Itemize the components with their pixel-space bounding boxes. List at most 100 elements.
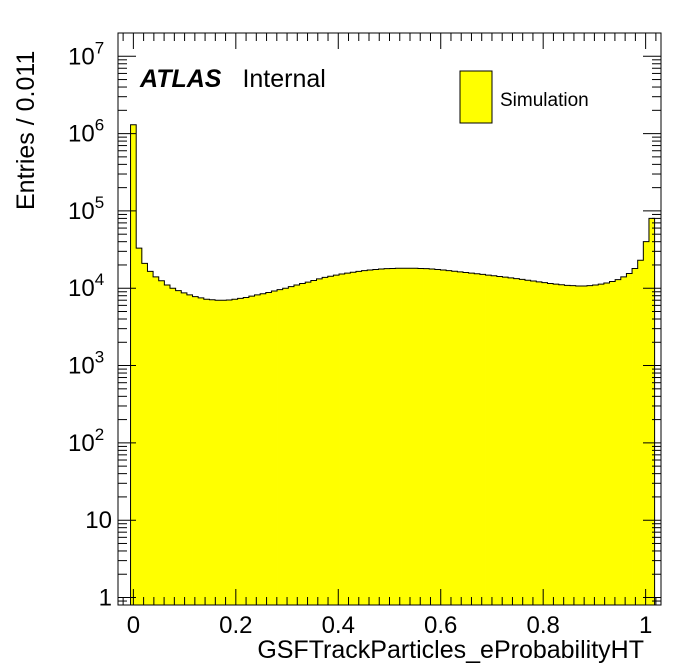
histogram-bar	[350, 272, 357, 605]
histogram-bar	[327, 276, 334, 605]
histogram-bar	[169, 288, 177, 605]
histogram-bar	[181, 292, 188, 605]
histogram-bar	[508, 277, 515, 605]
histogram-bar	[648, 218, 655, 605]
histogram-bar	[316, 278, 323, 605]
histogram-bar	[355, 271, 362, 605]
histogram-bar	[519, 279, 526, 605]
histogram-bar	[237, 298, 244, 605]
histogram-bar	[491, 275, 498, 605]
y-tick-exponent: 5	[95, 193, 104, 212]
histogram-bar	[153, 276, 160, 605]
histogram-bar	[333, 275, 340, 605]
histogram-bar	[575, 285, 582, 605]
histogram-bar	[288, 286, 295, 605]
histogram-bar	[339, 273, 346, 605]
histogram-bar	[361, 270, 368, 605]
x-axis-label: GSFTrackParticles_eProbabilityHT	[257, 636, 644, 664]
histogram-bar	[558, 284, 565, 605]
x-tick-label: 0.4	[322, 612, 355, 639]
histogram-bar	[541, 282, 548, 605]
y-tick-label: 107	[68, 38, 104, 70]
x-tick-label: 0.2	[219, 612, 252, 639]
y-tick-base: 10	[68, 430, 95, 457]
histogram-bar	[485, 275, 492, 605]
x-tick-label: 0	[127, 612, 140, 639]
histogram-bar	[434, 269, 441, 605]
histogram-bar	[468, 273, 475, 605]
histogram-bar	[524, 280, 532, 605]
legend-swatch	[459, 70, 493, 124]
histogram-bar	[412, 268, 419, 605]
histogram-bar	[367, 270, 374, 605]
histogram-bar	[265, 292, 272, 605]
y-tick-label: 104	[68, 270, 104, 302]
histogram-bar	[175, 290, 182, 605]
x-tick-label: 1	[639, 612, 652, 639]
histogram-bar	[570, 285, 577, 605]
histogram-bar	[147, 271, 154, 605]
histogram-bar	[192, 296, 199, 605]
histogram-bar	[372, 269, 379, 605]
histogram-bar	[626, 273, 633, 605]
histogram-bar	[220, 300, 227, 605]
histogram-bar	[423, 268, 430, 605]
histogram-bar	[530, 281, 537, 605]
histogram-bar	[293, 285, 300, 605]
histogram-bar	[384, 268, 391, 605]
histogram-bar	[417, 268, 424, 605]
histogram-outline	[130, 124, 656, 605]
histogram-bar	[260, 293, 267, 605]
atlas-label-internal: Internal	[242, 65, 325, 93]
histogram-bar	[310, 280, 317, 605]
y-tick-label: 10	[85, 507, 112, 534]
y-tick-exponent: 3	[95, 348, 104, 367]
histogram-bar	[322, 277, 329, 605]
y-tick-base: 10	[68, 353, 95, 380]
histogram-bar	[305, 282, 312, 605]
x-tick-label: 0.8	[526, 612, 559, 639]
histogram-bar	[637, 260, 644, 605]
histogram-bar	[215, 300, 222, 605]
histogram-bar	[158, 280, 165, 605]
axis-ticks	[118, 32, 661, 606]
histogram-bar	[609, 281, 616, 605]
atlas-label: ATLAS Internal	[139, 65, 326, 93]
y-tick-exponent: 4	[95, 270, 104, 289]
histogram-bar	[299, 283, 306, 605]
histogram-bar	[378, 269, 385, 605]
histogram-bar	[389, 268, 396, 605]
histogram-bar	[254, 294, 261, 605]
histogram-bar	[395, 268, 402, 605]
histogram-bar	[615, 279, 622, 605]
y-tick-label: 102	[68, 425, 104, 457]
histogram-bar	[586, 285, 594, 605]
y-tick-base: 10	[68, 275, 95, 302]
y-tick-label: 106	[68, 116, 104, 148]
histogram-bar	[451, 271, 458, 605]
y-tick-exponent: 7	[95, 38, 104, 57]
histogram-bar	[457, 271, 464, 605]
histogram-bar	[282, 288, 289, 605]
histogram-bar	[603, 282, 610, 605]
histogram-bar	[643, 241, 650, 605]
x-tick-labels: 0 0.2 0.4 0.6 0.8 1	[127, 612, 653, 639]
histogram-bar	[547, 283, 554, 605]
histogram-bar	[198, 297, 205, 605]
legend: Simulation	[459, 70, 589, 124]
x-tick-label: 0.6	[424, 612, 457, 639]
histogram-bar	[141, 263, 148, 605]
y-axis-label: Entries / 0.011	[12, 51, 40, 210]
histogram-bar	[502, 277, 509, 605]
histogram-bar	[130, 124, 137, 605]
histogram-bar	[463, 272, 470, 605]
histogram-bar	[209, 299, 216, 605]
histogram-bar	[513, 278, 520, 605]
histogram-bar	[536, 281, 543, 605]
histogram-bar	[271, 291, 278, 605]
histogram-bar	[564, 285, 571, 605]
histogram-bar	[479, 274, 486, 605]
histogram-bar	[581, 285, 588, 605]
